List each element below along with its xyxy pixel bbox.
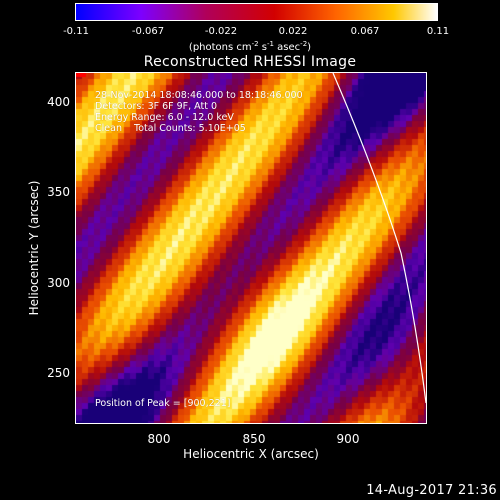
plot-title: Reconstructed RHESSI Image	[143, 54, 357, 70]
image-plot-area[interactable]: 28-Nov-2014 18:08:46.000 to 18:18:46.000…	[75, 72, 427, 424]
x-axis-label: Heliocentric X (arcsec)	[183, 447, 319, 461]
y-tick-label: 300	[47, 276, 70, 290]
units-exponent: -1	[267, 40, 274, 48]
colorbar-tick: 0.11	[426, 26, 450, 37]
units-text: )	[307, 42, 312, 53]
colorbar-tick: 0.022	[278, 26, 308, 37]
x-tick-label: 850	[242, 432, 266, 446]
colorbar-tick: -0.067	[131, 26, 165, 37]
colorbar-tick: -0.11	[63, 26, 89, 37]
y-tick-label: 250	[47, 366, 70, 380]
units-text: asec	[274, 42, 301, 53]
colorbar-units-label: (photons cm-2 s-1 asec-2)	[0, 38, 500, 54]
peak-position-label: Position of Peak = [900,221]	[95, 398, 231, 409]
info-time-range: 28-Nov-2014 18:08:46.000 to 18:18:46.000	[95, 90, 303, 101]
info-energy-range: Energy Range: 6.0 - 12.0 keV	[95, 112, 234, 123]
colorbar	[75, 3, 438, 21]
colorbar-tick: -0.022	[204, 26, 238, 37]
colorbar-tick: 0.067	[350, 26, 380, 37]
y-tick-label: 400	[47, 95, 70, 109]
x-tick-label: 900	[336, 432, 360, 446]
solar-limb-curve	[332, 73, 426, 404]
info-detectors: Detectors: 3F 6F 9F, Att 0	[95, 101, 218, 112]
info-clean-counts: Clean Total Counts: 5.10E+05	[95, 123, 246, 134]
heatmap-image	[76, 73, 426, 423]
units-text: (photons cm	[188, 42, 252, 53]
units-exponent: -2	[300, 40, 308, 48]
y-axis-label: Heliocentric Y (arcsec)	[27, 180, 41, 316]
units-exponent: -2	[251, 40, 259, 48]
y-tick-label: 350	[47, 185, 70, 199]
units-text: s	[258, 42, 268, 53]
x-tick-label: 800	[147, 432, 171, 446]
timestamp: 14-Aug-2017 21:36	[366, 483, 497, 498]
